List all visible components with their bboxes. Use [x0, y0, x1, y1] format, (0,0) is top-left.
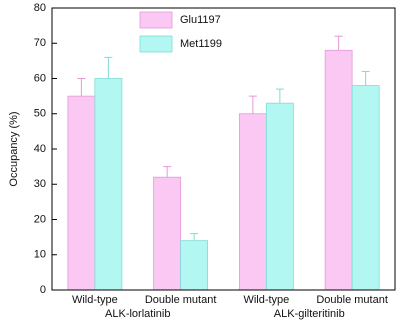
group-label: ALK-gilteritinib — [274, 308, 345, 320]
x-tick-label: Wild-type — [243, 294, 289, 306]
legend-swatch — [139, 35, 173, 53]
legend-label: Glu1197 — [180, 14, 221, 26]
legend-label: Met1199 — [180, 38, 222, 50]
y-tick-label: 10 — [34, 249, 46, 261]
y-tick-label: 60 — [34, 72, 46, 84]
y-tick-label: 0 — [40, 284, 46, 296]
bar — [67, 95, 96, 291]
y-tick-label: 30 — [34, 178, 46, 190]
bar — [324, 49, 353, 291]
error-bar — [334, 35, 343, 51]
x-tick-label: Double mutant — [316, 294, 388, 306]
bar — [351, 85, 380, 291]
legend-swatch — [139, 11, 173, 29]
x-tick-label: Double mutant — [145, 294, 217, 306]
y-tick-label: 80 — [34, 2, 46, 14]
bar — [94, 78, 123, 291]
bar — [180, 240, 209, 291]
y-tick-label: 40 — [34, 143, 46, 155]
error-bar — [275, 88, 284, 104]
y-tick-label: 20 — [34, 213, 46, 225]
plot-frame — [51, 7, 396, 291]
bar — [153, 176, 182, 291]
y-tick-label: 70 — [34, 37, 46, 49]
y-tick-label: 50 — [34, 108, 46, 120]
y-axis-label: Occupancy (%) — [8, 111, 20, 186]
error-bar — [163, 166, 172, 178]
error-bar — [77, 78, 86, 97]
bar — [265, 102, 294, 291]
error-bar — [104, 56, 113, 79]
error-bar — [361, 70, 370, 86]
bar — [238, 113, 267, 291]
error-bar — [190, 233, 199, 241]
x-tick-label: Wild-type — [72, 294, 118, 306]
group-label: ALK-lorlatinib — [105, 308, 170, 320]
error-bar — [248, 95, 257, 114]
